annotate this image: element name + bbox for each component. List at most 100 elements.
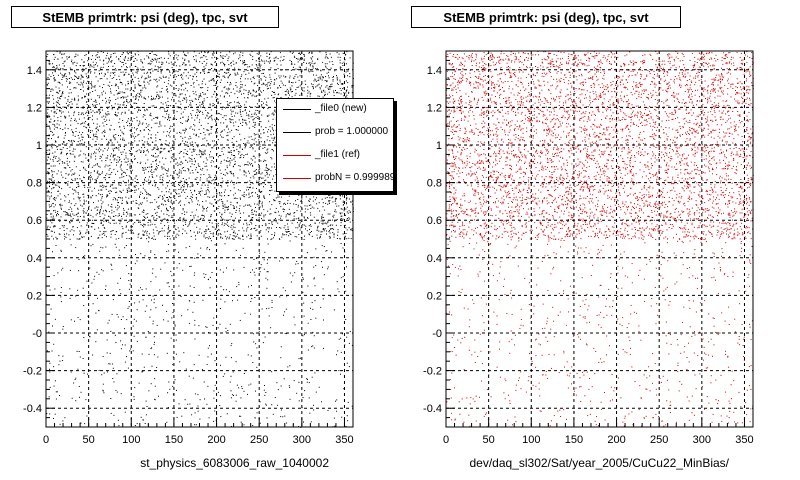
data-point [258,58,259,60]
data-point [260,70,262,72]
data-point [95,133,97,135]
data-point [173,185,175,187]
data-point [289,51,291,53]
data-point [166,172,168,174]
data-point [313,80,315,82]
data-point [264,175,266,177]
data-point [69,67,71,69]
data-point [89,117,91,118]
data-point [148,62,150,64]
data-point [177,106,179,108]
data-point [47,77,49,78]
data-point [321,85,322,87]
data-point [73,148,74,150]
data-point [87,118,89,120]
data-point [128,82,129,84]
data-point [110,139,112,141]
data-point [97,149,99,151]
data-point [84,95,86,97]
data-point [63,226,65,228]
data-point [133,185,135,187]
data-point [309,62,311,64]
data-point [79,232,81,234]
data-point [105,231,107,233]
data-point [310,204,312,206]
data-point [50,121,52,123]
data-point [123,214,125,215]
data-point [79,65,81,66]
data-point [277,68,279,69]
data-point [126,190,128,191]
data-point [346,94,348,96]
data-point [148,233,150,235]
data-point [167,100,169,102]
data-point [79,140,81,142]
data-point [141,139,143,141]
data-point [74,111,76,113]
data-point [161,220,163,222]
chart-title-left: StEMB primtrk: psi (deg), tpc, svt [11,6,279,28]
data-point [248,215,250,217]
data-point [178,196,180,197]
data-point [62,147,64,149]
data-point [217,144,218,146]
data-point [99,210,101,212]
data-point [114,158,116,160]
data-point [250,116,252,118]
data-point [146,238,148,240]
data-point [249,204,251,206]
data-point [203,55,205,57]
data-point [274,91,275,93]
data-point [79,216,81,217]
data-point [117,97,119,99]
data-point [277,222,279,224]
data-point [118,135,119,136]
data-point [199,150,201,152]
data-point [345,53,347,55]
data-point [255,211,257,213]
data-point [157,71,159,72]
data-point [260,192,262,193]
data-point [337,231,339,233]
data-point [195,98,197,100]
data-point [210,151,211,153]
data-point [129,170,131,172]
data-point [113,216,115,217]
data-point [55,126,57,128]
data-point [139,122,141,124]
data-point [142,187,144,189]
data-point [183,167,185,168]
data-point [156,94,158,96]
data-point [259,110,261,112]
data-point [169,180,170,182]
data-point [82,136,84,138]
data-point [99,59,101,61]
data-point [334,220,336,222]
data-point [75,120,77,122]
data-point [49,196,51,198]
data-point [80,74,82,76]
data-point [243,196,245,198]
data-point [251,64,253,66]
data-point [280,87,282,88]
data-point [68,56,70,58]
data-point [92,223,94,224]
data-point [67,214,69,216]
data-point [97,65,99,67]
data-point [108,215,109,217]
data-point [340,208,342,210]
data-point [243,169,245,171]
data-point [123,176,125,178]
data-point [220,199,222,200]
data-point [180,204,181,206]
data-point [80,232,82,234]
data-point [97,51,99,53]
data-point [218,101,219,103]
data-point [137,77,139,79]
data-point [183,53,185,55]
data-point [251,69,253,71]
data-point [230,226,232,228]
data-point [68,111,70,113]
data-point [142,192,143,194]
data-point [171,202,173,204]
